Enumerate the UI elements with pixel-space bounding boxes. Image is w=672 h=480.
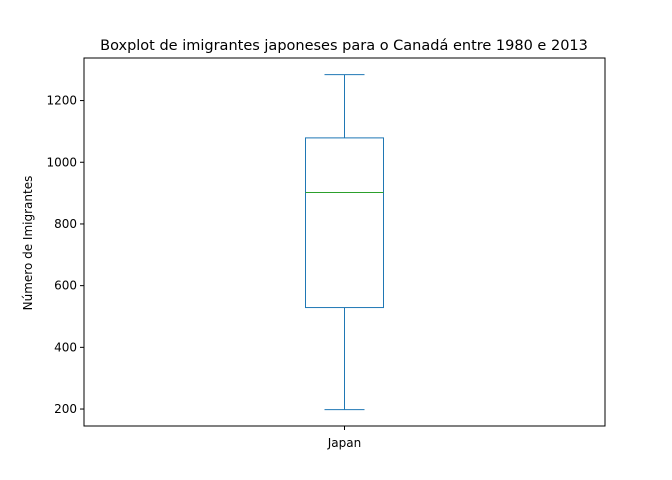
y-tick-label: 1200 <box>46 94 77 108</box>
plot-area <box>305 74 384 411</box>
chart-title: Boxplot de imigrantes japoneses para o C… <box>100 38 588 54</box>
y-axis-label: Número de Imigrantes <box>21 176 35 311</box>
y-tick-label: 200 <box>54 402 77 416</box>
x-tick-label: Japan <box>327 436 361 450</box>
tick-layer: Japan 200 400 600 800 1000 1200 <box>46 94 361 450</box>
y-tick-label: 600 <box>54 279 77 293</box>
box-japan <box>305 74 384 411</box>
y-tick-label: 1000 <box>46 155 77 169</box>
iqr-box <box>305 137 384 309</box>
y-tick-label: 400 <box>54 340 77 354</box>
y-tick-label: 800 <box>54 217 77 231</box>
